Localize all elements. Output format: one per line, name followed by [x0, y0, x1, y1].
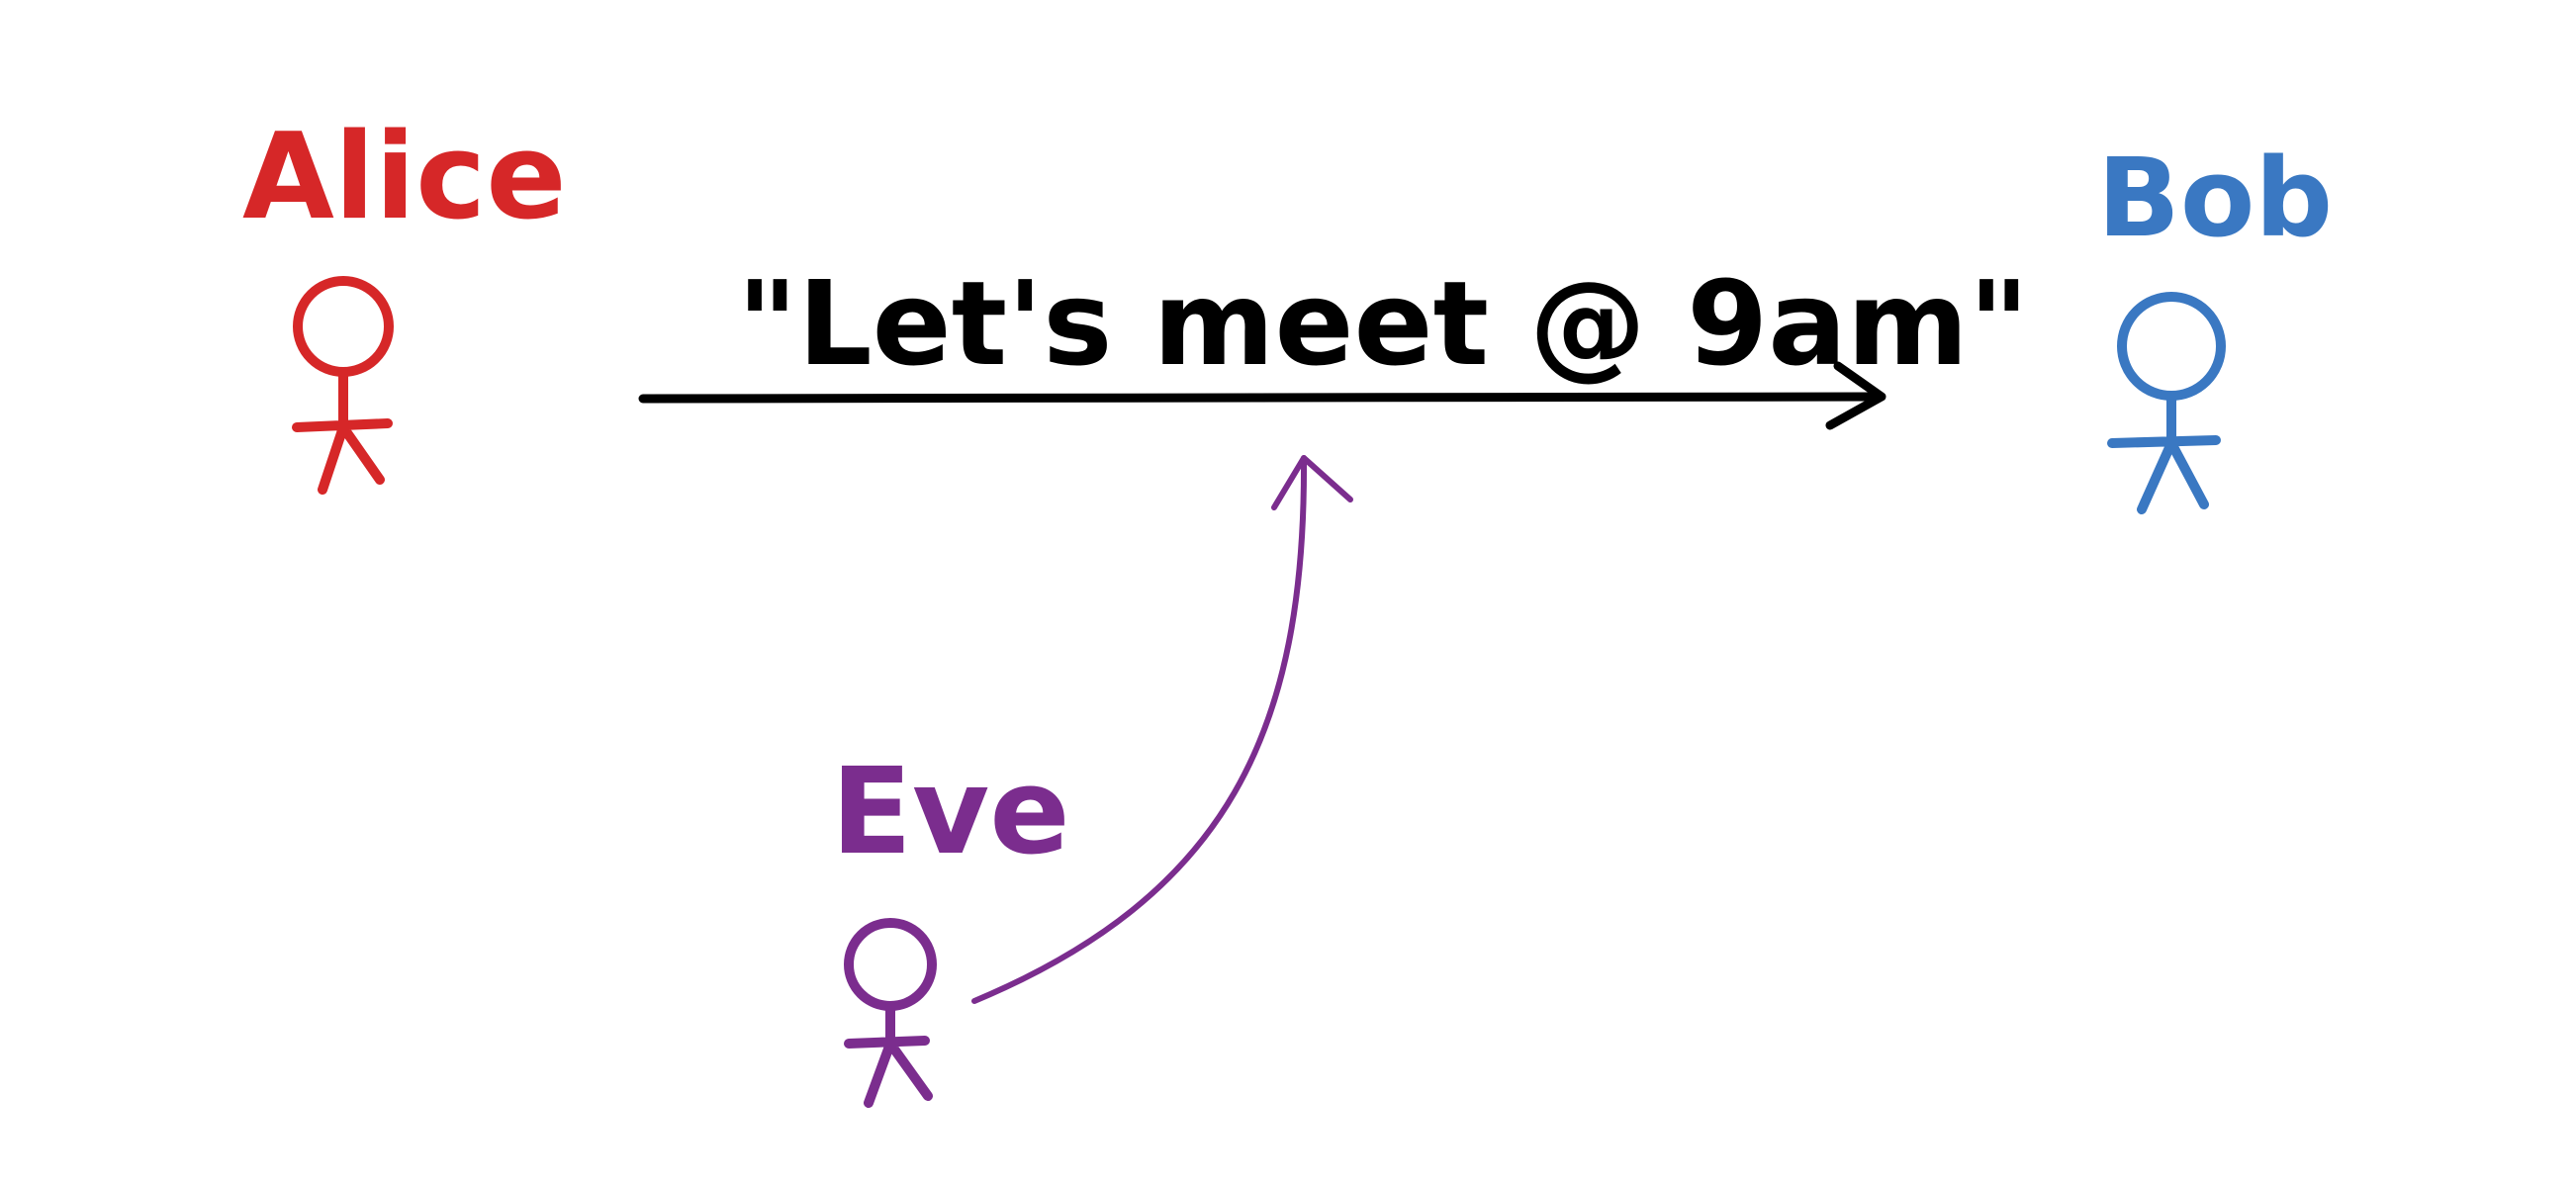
alice-label: Alice: [242, 109, 567, 246]
message-arrow-line: [638, 392, 1885, 404]
alice-body: [292, 367, 393, 495]
eve-label: Eve: [831, 744, 1070, 881]
bob-actor: Bob: [2097, 135, 2333, 514]
message-flow: "Let's meet @ 9am": [638, 255, 2029, 430]
eve-head: [844, 918, 937, 1011]
eavesdrop-arrow-line: [971, 455, 1308, 1004]
alice-stick-figure-icon: [292, 276, 394, 495]
eavesdrop-arrowhead-icon: [1271, 455, 1353, 510]
eve-stick-figure-icon: [844, 918, 937, 1108]
bob-body: [2107, 391, 2221, 514]
bob-label: Bob: [2097, 135, 2333, 261]
eavesdrop-flow: [971, 455, 1353, 1004]
alice-head: [293, 276, 394, 377]
message-label: "Let's meet @ 9am": [737, 255, 2029, 392]
message-arrowhead-icon: [1825, 361, 1886, 430]
alice-actor: Alice: [242, 109, 567, 495]
bob-stick-figure-icon: [2107, 292, 2226, 514]
eve-body: [844, 1001, 933, 1108]
eve-actor: Eve: [831, 744, 1070, 1108]
bob-head: [2117, 292, 2226, 401]
